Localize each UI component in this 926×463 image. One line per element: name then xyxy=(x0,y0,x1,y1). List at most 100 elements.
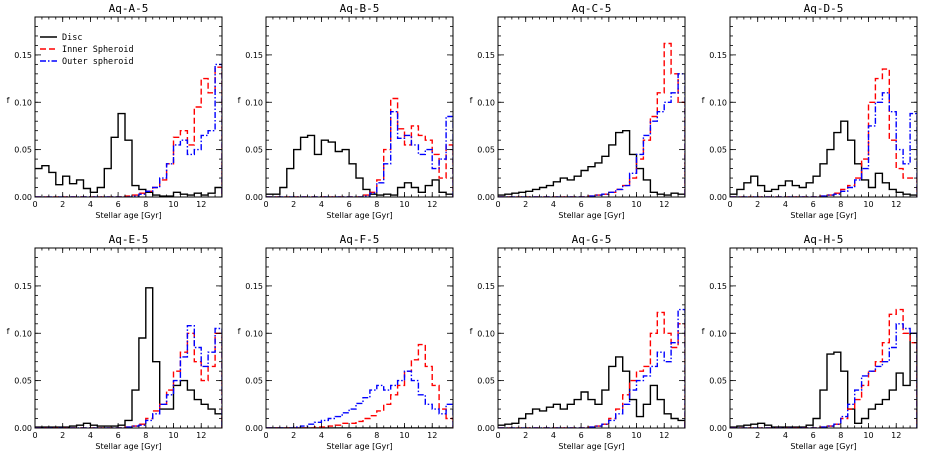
y-axis-label: f xyxy=(7,96,10,105)
y-tick-label: 0.00 xyxy=(477,193,495,202)
y-tick-label: 0.00 xyxy=(709,193,727,202)
series-disc xyxy=(730,120,917,197)
series-disc xyxy=(498,130,685,197)
y-tick-label: 0.05 xyxy=(477,377,495,386)
x-tick-label: 4 xyxy=(783,431,788,440)
panel-aq-a-5: Aq-A-5 0 2 4 6 8 10 12 0.00 0.05 0.10 0.15 Stellar a… xyxy=(7,2,223,220)
x-tick-label: 0 xyxy=(495,431,500,440)
y-tick-label: 0.10 xyxy=(14,98,32,107)
x-tick-label: 4 xyxy=(88,200,93,209)
x-tick-label: 0 xyxy=(727,431,732,440)
x-tick-label: 0 xyxy=(263,431,268,440)
y-tick-label: 0.05 xyxy=(709,146,727,155)
y-axis-label: f xyxy=(470,96,473,105)
x-tick-label: 8 xyxy=(606,431,611,440)
series-outer-spheroid xyxy=(730,92,917,197)
x-axis-label: Stellar age [Gyr] xyxy=(326,442,392,451)
panel-aq-e-5: Aq-E-5 0 2 4 6 8 10 12 0.00 0.05 0.10 0.15 Stellar a… xyxy=(7,233,223,451)
panel-title: Aq-C-5 xyxy=(572,2,612,15)
x-tick-label: 8 xyxy=(143,431,148,440)
series-inner-spheroid xyxy=(266,97,453,197)
x-tick-label: 2 xyxy=(291,431,296,440)
plot-frame xyxy=(497,247,686,429)
x-tick-label: 8 xyxy=(838,431,843,440)
x-tick-label: 4 xyxy=(783,200,788,209)
x-tick-label: 12 xyxy=(891,200,901,209)
x-tick-label: 2 xyxy=(523,431,528,440)
x-tick-label: 10 xyxy=(863,431,873,440)
x-tick-label: 0 xyxy=(32,200,37,209)
series-outer-spheroid xyxy=(266,370,453,428)
panel-aq-h-5: Aq-H-5 0 2 4 6 8 10 12 0.00 0.05 0.10 0.15 Stellar a… xyxy=(702,233,918,451)
y-tick-label: 0.10 xyxy=(14,329,32,338)
x-tick-label: 4 xyxy=(551,200,556,209)
y-tick-label: 0.10 xyxy=(477,329,495,338)
x-tick-label: 2 xyxy=(755,200,760,209)
panel-title: Aq-B-5 xyxy=(340,2,380,15)
x-axis-label: Stellar age [Gyr] xyxy=(326,211,392,220)
legend-label: Outer spheroid xyxy=(62,57,134,67)
y-tick-label: 0.15 xyxy=(14,282,32,291)
series-inner-spheroid xyxy=(35,332,222,428)
legend-label: Disc xyxy=(62,33,82,43)
y-tick-label: 0.15 xyxy=(14,51,32,60)
series-inner-spheroid xyxy=(266,343,453,428)
series-outer-spheroid xyxy=(35,325,222,428)
y-tick-label: 0.15 xyxy=(477,51,495,60)
x-tick-label: 6 xyxy=(811,431,816,440)
x-axis-label: Stellar age [Gyr] xyxy=(790,211,856,220)
y-tick-label: 0.15 xyxy=(477,282,495,291)
x-tick-label: 12 xyxy=(196,431,206,440)
y-tick-label: 0.00 xyxy=(14,193,32,202)
series-inner-spheroid xyxy=(498,311,685,428)
y-axis-label: f xyxy=(702,96,705,105)
y-axis-label: f xyxy=(238,96,241,105)
plot-frame xyxy=(265,16,454,198)
x-tick-label: 8 xyxy=(606,200,611,209)
y-tick-label: 0.00 xyxy=(245,193,263,202)
plot-frame xyxy=(34,16,223,198)
x-tick-label: 10 xyxy=(399,431,409,440)
y-tick-label: 0.10 xyxy=(245,329,263,338)
legend: Disc Inner Spheroid Outer spheroid xyxy=(40,33,134,67)
x-tick-label: 0 xyxy=(727,200,732,209)
y-tick-label: 0.10 xyxy=(709,329,727,338)
x-tick-label: 8 xyxy=(143,200,148,209)
series-inner-spheroid xyxy=(730,308,917,428)
x-tick-label: 10 xyxy=(631,431,641,440)
y-tick-label: 0.00 xyxy=(14,424,32,433)
plot-frame xyxy=(497,16,686,198)
panel-aq-d-5: Aq-D-5 0 2 4 6 8 10 12 0.00 0.05 0.10 0.15 Stellar a… xyxy=(702,2,918,220)
series-outer-spheroid xyxy=(35,63,222,197)
panel-aq-g-5: Aq-G-5 0 2 4 6 8 10 12 0.00 0.05 0.10 0.15 Stellar a… xyxy=(470,233,686,451)
plot-frame xyxy=(729,247,918,429)
x-tick-label: 6 xyxy=(579,200,584,209)
x-tick-label: 6 xyxy=(116,200,121,209)
plot-frame xyxy=(729,16,918,198)
series-disc xyxy=(35,112,222,197)
y-tick-label: 0.10 xyxy=(709,98,727,107)
x-tick-label: 12 xyxy=(659,200,669,209)
x-tick-label: 4 xyxy=(88,431,93,440)
legend-label: Inner Spheroid xyxy=(62,45,134,55)
x-tick-label: 12 xyxy=(196,200,206,209)
x-axis-label: Stellar age [Gyr] xyxy=(790,442,856,451)
x-tick-label: 10 xyxy=(399,200,409,209)
x-tick-label: 8 xyxy=(838,200,843,209)
series-disc xyxy=(266,134,453,197)
panel-aq-b-5: Aq-B-5 0 2 4 6 8 10 12 0.00 0.05 0.10 0.15 Stellar a… xyxy=(238,2,454,220)
x-tick-label: 12 xyxy=(427,200,437,209)
y-axis-label: f xyxy=(7,327,10,336)
y-tick-label: 0.05 xyxy=(14,146,32,155)
x-axis-label: Stellar age [Gyr] xyxy=(95,211,161,220)
y-axis-label: f xyxy=(702,327,705,336)
y-axis-label: f xyxy=(238,327,241,336)
x-tick-label: 10 xyxy=(168,431,178,440)
y-tick-label: 0.10 xyxy=(477,98,495,107)
panel-title: Aq-E-5 xyxy=(109,233,149,246)
panel-title: Aq-G-5 xyxy=(572,233,612,246)
panel-title: Aq-H-5 xyxy=(804,233,844,246)
series-outer-spheroid xyxy=(730,323,917,428)
x-tick-label: 6 xyxy=(811,200,816,209)
